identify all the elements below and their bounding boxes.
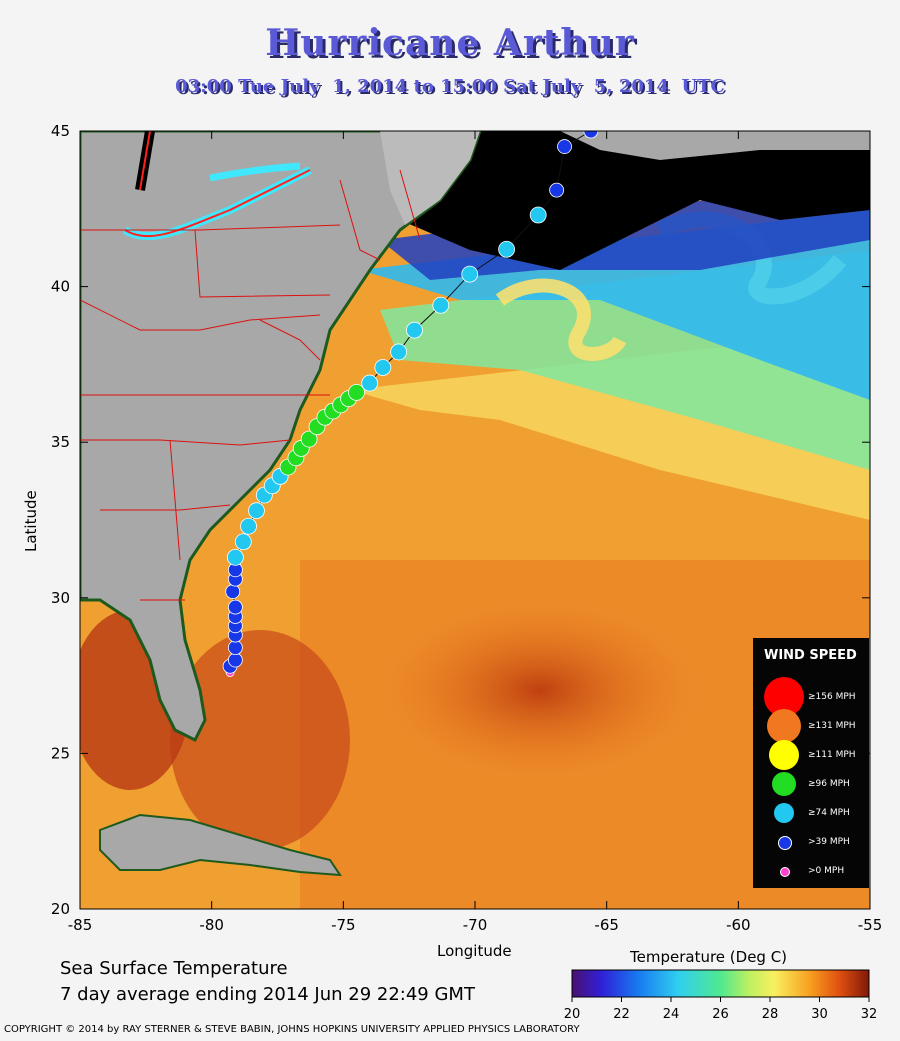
colorbar-tick-label: 28 <box>762 1007 779 1022</box>
x-tick-label: -60 <box>726 916 751 934</box>
x-axis-title: Longitude <box>437 942 512 960</box>
track-point <box>227 652 243 668</box>
y-axis: 45 40 35 30 25 20 <box>51 122 870 918</box>
track-point <box>529 206 547 224</box>
x-tick-label: -85 <box>68 916 93 934</box>
legend-swatch <box>780 867 790 877</box>
track-point <box>234 533 252 551</box>
y-tick-label: 30 <box>51 589 70 607</box>
track-point <box>248 502 265 520</box>
legend-title: WIND SPEED <box>764 648 857 663</box>
legend-item: ≥96 MPH <box>753 770 869 798</box>
legend-swatch <box>778 836 792 850</box>
legend-item: ≥156 MPH <box>753 677 869 717</box>
y-tick-label: 25 <box>51 744 70 762</box>
colorbar-tick-label: 24 <box>663 1007 680 1022</box>
state-borders <box>80 169 421 601</box>
legend-swatch <box>767 709 801 743</box>
map-plot-area <box>80 131 870 909</box>
copyright-text: COPYRIGHT © 2014 by RAY STERNER & STEVE … <box>4 1024 580 1035</box>
sst-caption-line1: Sea Surface Temperature <box>60 958 288 979</box>
legend-item: ≥111 MPH <box>753 740 869 770</box>
legend-swatch <box>772 772 796 796</box>
legend-label: >0 MPH <box>808 866 845 876</box>
y-tick-label: 20 <box>51 900 70 918</box>
x-tick-label: -70 <box>463 916 488 934</box>
sst-caption-line2: 7 day average ending 2014 Jun 29 22:49 G… <box>60 984 475 1005</box>
y-axis-title: Latitude <box>22 490 40 552</box>
x-tick-label: -65 <box>594 916 619 934</box>
map-title: Hurricane Arthur <box>265 22 635 64</box>
x-tick-label: -55 <box>858 916 883 934</box>
track-point <box>225 584 241 599</box>
track-point <box>390 343 408 361</box>
track-point <box>226 548 244 566</box>
wind-speed-legend: WIND SPEED ≥156 MPH ≥131 MPH ≥111 MPH ≥96 M… <box>753 638 869 888</box>
legend-swatch <box>774 803 794 823</box>
nova-scotia-land <box>560 131 870 160</box>
track-point <box>406 321 423 339</box>
track-point <box>227 640 243 655</box>
legend-item: >0 MPH <box>753 857 869 885</box>
y-tick-label: 40 <box>51 278 70 296</box>
legend-item: >39 MPH <box>753 828 869 856</box>
colorbar-ticks: 20 22 24 26 28 30 32 <box>564 997 878 1022</box>
legend-label: ≥156 MPH <box>808 692 856 702</box>
x-tick-label: -80 <box>199 916 224 934</box>
y-tick-label: 35 <box>51 433 70 451</box>
legend-label: ≥96 MPH <box>808 779 850 789</box>
colorbar <box>571 969 870 998</box>
track-point <box>432 296 450 314</box>
y-tick-label: 45 <box>51 122 70 140</box>
x-axis: -85 -80 -75 -70 -65 -60 -55 <box>68 131 883 934</box>
track-point <box>583 131 599 139</box>
legend-label: ≥74 MPH <box>808 808 850 818</box>
us-east-coast-land <box>80 131 480 740</box>
x-tick-label: -75 <box>331 916 356 934</box>
colorbar-tick-label: 30 <box>811 1007 828 1022</box>
track-point <box>549 182 565 198</box>
legend-swatch <box>769 740 799 770</box>
northern-waters <box>380 131 870 270</box>
track-point <box>361 374 379 392</box>
legend-item: ≥74 MPH <box>753 799 869 827</box>
track-point <box>374 359 392 376</box>
legend-label: ≥111 MPH <box>808 750 856 760</box>
legend-label: ≥131 MPH <box>808 721 856 731</box>
track-points <box>222 131 599 677</box>
colorbar-tick-label: 32 <box>861 1007 878 1022</box>
colorbar-tick-label: 20 <box>564 1007 581 1022</box>
track-point <box>461 265 479 283</box>
map-subtitle: 03:00 Tue July 1, 2014 to 15:00 Sat July… <box>175 76 725 97</box>
track-point <box>240 517 257 535</box>
track-point <box>227 599 243 615</box>
legend-item: ≥131 MPH <box>753 709 869 743</box>
colorbar-tick-label: 26 <box>712 1007 729 1022</box>
colorbar-title: Temperature (Deg C) <box>630 948 788 966</box>
track-point <box>557 139 572 154</box>
track-point <box>348 384 365 401</box>
legend-label: >39 MPH <box>808 837 850 847</box>
track-point <box>300 430 318 448</box>
track-point <box>498 240 516 258</box>
colorbar-tick-label: 22 <box>613 1007 630 1022</box>
cuba-land <box>99 813 342 877</box>
